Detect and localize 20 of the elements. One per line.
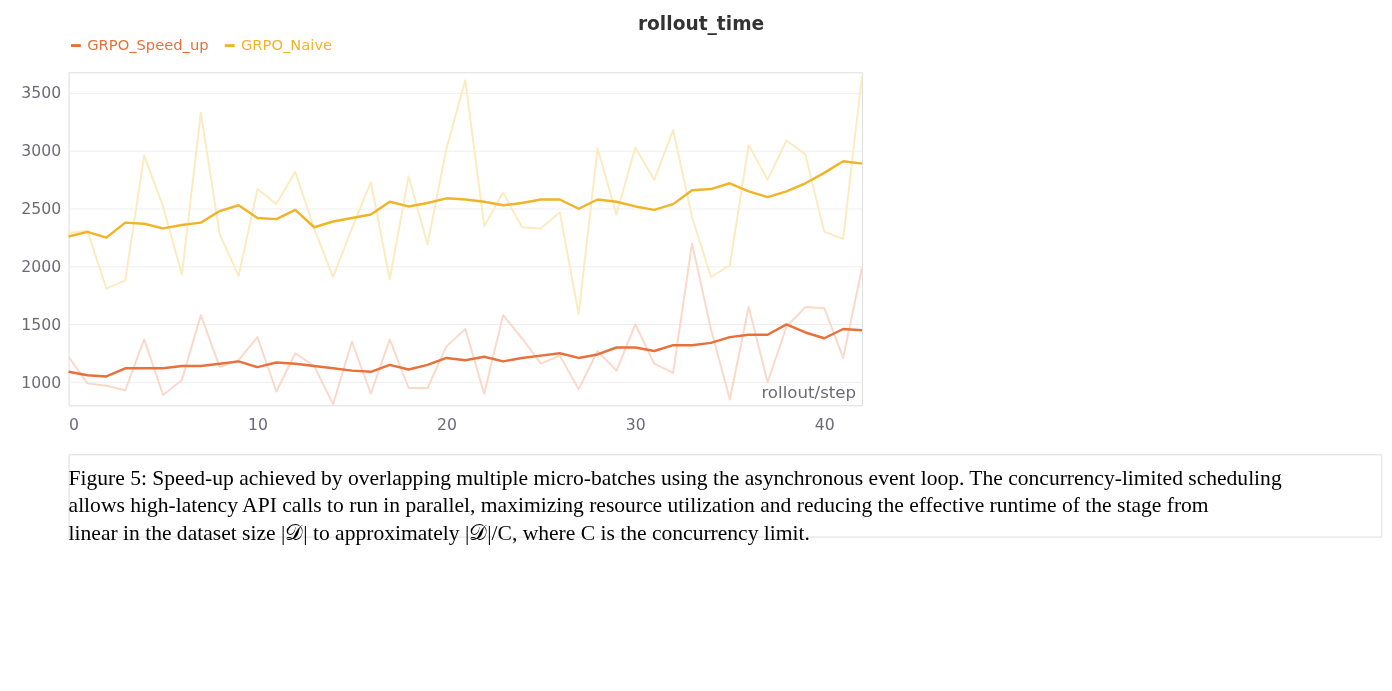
- chart-title: rollout_time: [637, 13, 765, 36]
- y-tick-label: 3500: [21, 83, 62, 103]
- x-tick-label: 40: [814, 415, 835, 435]
- y-tick-label: 1500: [21, 314, 62, 334]
- legend-label: GRPO_Naive: [240, 36, 333, 54]
- line-series: [67, 74, 864, 315]
- legend-label: GRPO_Speed_up: [87, 36, 209, 54]
- line-series: [67, 242, 864, 406]
- y-tick-label: 2000: [21, 256, 62, 276]
- x-tick-label: 0: [69, 415, 80, 435]
- x-axis-title: rollout/step: [761, 382, 857, 402]
- y-tick-label: 3000: [21, 141, 62, 161]
- y-tick-label: 1000: [21, 372, 62, 392]
- line-series: [67, 160, 864, 239]
- x-tick-label: 20: [436, 415, 457, 435]
- line-series: [67, 323, 864, 378]
- y-tick-label: 2500: [21, 199, 62, 219]
- x-tick-label: 10: [248, 415, 268, 435]
- caption: Figure 5: Speed-up achieved by overlapping multiple micro-batches using the asynchronous event loop. The concurrency-limited scheduling allows high-latency API calls to run in parallel, maximizing resource utilization and reducing the effective runtime of the stage from linear in the dataset size |𝒟| to approximately |𝒟|/C, where C is the concurrency limit.: [68, 465, 1282, 545]
- x-tick-label: 30: [625, 415, 646, 435]
